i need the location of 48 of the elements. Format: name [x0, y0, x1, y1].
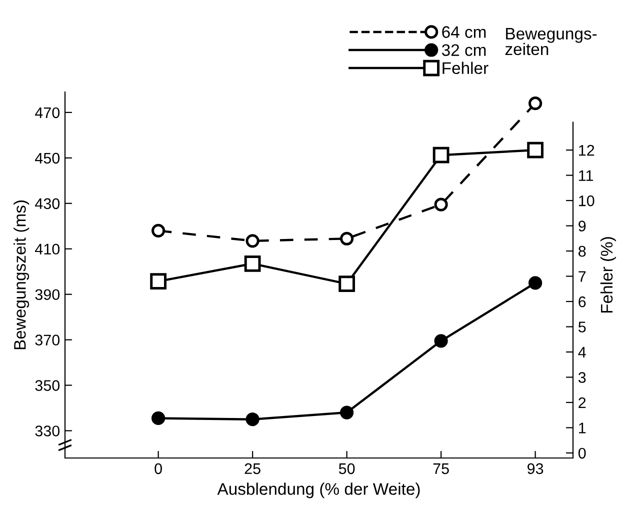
- point: [528, 96, 542, 110]
- x-tick-label: 25: [244, 463, 260, 474]
- point: [434, 334, 448, 348]
- y2-tick-label: 1: [579, 422, 586, 434]
- y-tick-label: 410: [35, 244, 60, 255]
- point: [340, 232, 354, 246]
- y2-tick-label: 3: [578, 372, 586, 383]
- legend-label: 64 cm: [442, 26, 486, 38]
- point: [338, 276, 355, 292]
- y2-tick-label: 12: [579, 144, 594, 156]
- point: [246, 412, 260, 426]
- y2-tick-label: 11: [579, 170, 593, 181]
- x-tick-label: 50: [338, 463, 355, 474]
- y-tick-label: 390: [35, 289, 60, 300]
- point: [152, 411, 166, 426]
- y2-tick-label: 0: [578, 448, 586, 459]
- x-axis-title: Ausblendung (% der Weite): [217, 482, 420, 498]
- point: [432, 146, 450, 164]
- y-tick-label: 330: [35, 426, 60, 436]
- y-axis-title: Bewegungszeit (ms): [14, 200, 30, 350]
- y-tick-label: 430: [35, 198, 60, 210]
- y2-tick-label: 5: [578, 322, 586, 332]
- text: Bewegungs- zeiten: [505, 28, 597, 56]
- y2-tick-label: 9: [578, 220, 586, 232]
- point: [152, 224, 166, 238]
- y2-tick-label: 2: [578, 397, 586, 408]
- x-tick-label: 0: [154, 463, 162, 474]
- point: [244, 255, 261, 272]
- y2-tick-label: 6: [578, 296, 586, 308]
- y-tick-label: 470: [35, 107, 60, 118]
- y-tick-label: 350: [35, 380, 60, 391]
- x-tick-label: 93: [528, 463, 544, 474]
- x-tick-label: 75: [433, 463, 449, 474]
- y-tick-label: 370: [35, 334, 60, 346]
- y2-tick-label: 8: [578, 246, 586, 257]
- legend-label: Fehler: [442, 62, 488, 74]
- point: [528, 276, 542, 290]
- y2-tick-label: 7: [578, 271, 586, 282]
- point: [340, 406, 354, 420]
- y2-tick-label: 4: [578, 347, 586, 358]
- point: [527, 142, 544, 158]
- y2-axis-title: Fehler (%): [600, 237, 616, 313]
- point: [246, 234, 260, 248]
- point: [434, 198, 448, 212]
- legend-label: 32 cm: [442, 44, 486, 56]
- y2-tick-label: 10: [579, 195, 594, 206]
- y-tick-label: 450: [35, 152, 60, 164]
- point: [150, 273, 166, 290]
